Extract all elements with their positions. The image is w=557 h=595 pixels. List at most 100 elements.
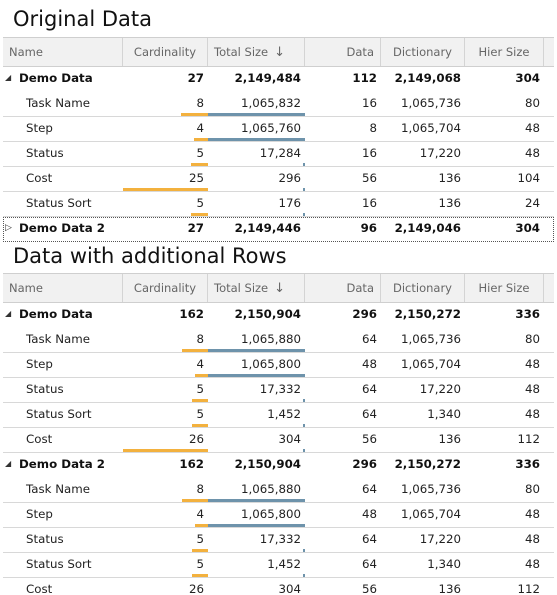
name-cell: Task Name (3, 478, 123, 502)
table-name-label: Demo Data 2 (19, 221, 105, 235)
cardinality-cell: 4 (196, 121, 204, 135)
name-cell: Cost (3, 167, 123, 191)
column-name-label: Task Name (26, 96, 91, 110)
column-header-cardinality[interactable]: Cardinality (123, 38, 208, 66)
column-header-dictionary[interactable]: Dictionary (381, 38, 465, 66)
table-row[interactable]: Step 4 1,065,760 8 1,065,704 48 (3, 117, 554, 142)
dictionary-cell: 136 (438, 196, 461, 210)
dictionary-cell: 2,150,272 (394, 457, 461, 471)
table-group-row[interactable]: Demo Data 2 27 2,149,446 96 2,149,046 304 (3, 217, 554, 242)
total-size-cell: 1,452 (267, 407, 301, 421)
column-header-data[interactable]: Data (305, 38, 381, 66)
dictionary-cell: 17,220 (419, 532, 461, 546)
total-size-bar (303, 399, 305, 402)
column-header-hier-size[interactable]: Hier Size (465, 38, 544, 66)
collapse-caret-icon[interactable] (5, 303, 11, 325)
dictionary-cell: 136 (438, 432, 461, 446)
dictionary-cell: 17,220 (419, 146, 461, 160)
dictionary-cell: 2,149,046 (394, 221, 461, 235)
table-group-row[interactable]: Demo Data 2 162 2,150,904 296 2,150,272 336 (3, 453, 554, 478)
hier-size-cell: 112 (517, 582, 540, 595)
cardinality-bar (182, 349, 208, 352)
table-row[interactable]: Step 4 1,065,800 48 1,065,704 48 (3, 353, 554, 378)
total-size-bar (208, 138, 305, 141)
data-cell: 8 (369, 121, 377, 135)
name-cell: Status Sort (3, 192, 123, 216)
cardinality-cell: 27 (187, 71, 204, 85)
column-header-total-size[interactable]: Total Size ↓ (208, 38, 305, 66)
data-cell: 64 (361, 557, 377, 571)
column-header-total-size[interactable]: Total Size ↓ (208, 274, 305, 302)
total-size-bar (303, 574, 305, 577)
total-size-bar (208, 499, 305, 502)
column-header-name[interactable]: Name (3, 274, 123, 302)
total-size-cell: 17,284 (259, 146, 301, 160)
total-size-bar (303, 424, 305, 427)
table-row[interactable]: Task Name 8 1,065,880 64 1,065,736 80 (3, 478, 554, 503)
data-cell: 56 (361, 582, 377, 595)
table-row[interactable]: Status Sort 5 176 16 136 24 (3, 192, 554, 217)
hier-size-cell: 80 (524, 482, 540, 496)
column-header-data[interactable]: Data (305, 274, 381, 302)
column-name-label: Step (26, 121, 53, 135)
column-header-cardinality[interactable]: Cardinality (123, 274, 208, 302)
column-header-label: Total Size (214, 281, 269, 295)
table-row[interactable]: Status 5 17,332 64 17,220 48 (3, 528, 554, 553)
table-row[interactable]: Cost 26 304 56 136 112 (3, 428, 554, 453)
cardinality-cell: 5 (196, 382, 204, 396)
cardinality-cell: 25 (188, 171, 204, 185)
collapse-caret-icon[interactable] (5, 453, 11, 475)
collapse-caret-icon[interactable] (5, 67, 11, 89)
name-cell: Demo Data 2 (3, 453, 123, 477)
table-row[interactable]: Status Sort 5 1,452 64 1,340 48 (3, 403, 554, 428)
table-row[interactable]: Status Sort 5 1,452 64 1,340 48 (3, 553, 554, 578)
column-name-label: Status (26, 146, 64, 160)
cardinality-cell: 26 (188, 432, 204, 446)
column-name-label: Status Sort (26, 196, 92, 210)
table-row[interactable]: Status 5 17,284 16 17,220 48 (3, 142, 554, 167)
cardinality-cell: 162 (179, 457, 204, 471)
expand-caret-icon[interactable] (5, 217, 12, 239)
dictionary-cell: 136 (438, 582, 461, 595)
hier-size-cell: 48 (524, 121, 540, 135)
total-size-cell: 2,150,904 (234, 307, 301, 321)
total-size-cell: 1,065,832 (240, 96, 301, 110)
data-cell: 64 (361, 332, 377, 346)
cardinality-cell: 5 (196, 407, 204, 421)
column-header-hier-size[interactable]: Hier Size (465, 274, 544, 302)
table-row[interactable]: Status 5 17,332 64 17,220 48 (3, 378, 554, 403)
total-size-cell: 1,452 (267, 557, 301, 571)
cardinality-cell: 8 (196, 96, 204, 110)
table-group-row[interactable]: Demo Data 162 2,150,904 296 2,150,272 336 (3, 303, 554, 328)
cardinality-cell: 4 (196, 507, 204, 521)
sort-descending-icon[interactable]: ↓ (274, 281, 286, 296)
total-size-cell: 2,149,484 (234, 71, 301, 85)
column-header-name[interactable]: Name (3, 38, 123, 66)
table-row[interactable]: Cost 26 304 56 136 112 (3, 578, 554, 595)
table-row[interactable]: Task Name 8 1,065,880 64 1,065,736 80 (3, 328, 554, 353)
cardinality-cell: 27 (187, 221, 204, 235)
hier-size-cell: 336 (515, 307, 540, 321)
column-header-dictionary[interactable]: Dictionary (381, 274, 465, 302)
column-header-label: Data (346, 281, 374, 295)
data-cell: 16 (361, 96, 377, 110)
table-row[interactable]: Step 4 1,065,800 48 1,065,704 48 (3, 503, 554, 528)
total-size-bar (208, 113, 305, 116)
dictionary-cell: 17,220 (419, 382, 461, 396)
cardinality-bar (192, 399, 208, 402)
sort-descending-icon[interactable]: ↓ (274, 45, 286, 60)
hier-size-cell: 48 (524, 532, 540, 546)
dictionary-cell: 1,065,736 (400, 96, 461, 110)
data-cell: 64 (361, 532, 377, 546)
cardinality-cell: 8 (196, 482, 204, 496)
table-row[interactable]: Task Name 8 1,065,832 16 1,065,736 80 (3, 92, 554, 117)
column-header-label: Name (9, 45, 43, 59)
table-group-row[interactable]: Demo Data 27 2,149,484 112 2,149,068 304 (3, 67, 554, 92)
cardinality-bar (195, 374, 208, 377)
total-size-cell: 1,065,800 (240, 357, 301, 371)
hier-size-cell: 48 (524, 507, 540, 521)
cardinality-cell: 162 (179, 307, 204, 321)
table-row[interactable]: Cost 25 296 56 136 104 (3, 167, 554, 192)
dictionary-cell: 1,340 (427, 407, 461, 421)
hier-size-cell: 48 (524, 407, 540, 421)
